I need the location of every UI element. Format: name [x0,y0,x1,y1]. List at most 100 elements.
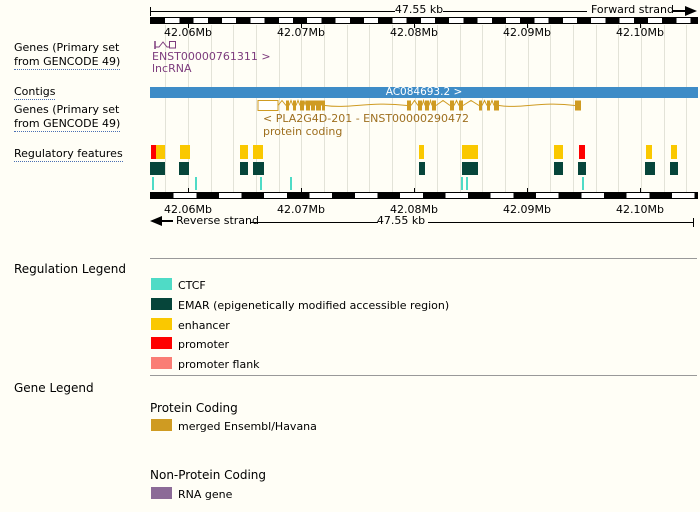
regulatory-feature-ctcf[interactable] [465,177,468,190]
track-label-genes-top[interactable]: Genes (Primary set from GENCODE 49) [14,41,146,70]
regulatory-feature-enhancer[interactable] [180,145,190,159]
gene-utr-box[interactable] [257,100,279,111]
regulatory-feature-ctcf[interactable] [151,177,154,190]
regulatory-feature-enhancer[interactable] [646,145,652,159]
regulatory-feature-promoter[interactable] [579,145,585,159]
ruler-tick [301,24,302,28]
gene-exon[interactable] [432,100,436,111]
gene-exon[interactable] [487,100,490,111]
legend-label: promoter [178,337,230,351]
legend-label: CTCF [178,278,206,292]
track-label-regulatory[interactable]: Regulatory features [14,147,146,162]
track-label-text: Contigs [14,85,56,100]
gene-legend-title: Gene Legend [14,381,94,395]
regulatory-feature-emar[interactable] [240,162,248,175]
gene-exon[interactable] [425,100,429,111]
gene-exon[interactable] [418,100,422,111]
gridline [437,25,439,192]
contig-bar[interactable]: AC084693.2 > [150,87,698,98]
gene-exon[interactable] [316,100,321,111]
regulatory-feature-ctcf[interactable] [194,177,197,190]
top-scale-label: 47.55 kb [394,3,444,16]
gene-exon[interactable] [311,100,315,111]
regulatory-feature-enhancer[interactable] [253,145,263,159]
reverse-strand-label: Reverse strand [176,214,259,227]
track-label-text: from GENCODE 49) [14,117,121,132]
regulatory-feature-ctcf[interactable] [461,177,463,190]
regulatory-feature-enhancer[interactable] [462,145,478,159]
legend-swatch-emar [151,298,172,310]
gene-exon[interactable] [479,100,482,111]
regulatory-feature-emar[interactable] [554,162,563,175]
ruler-tick [640,24,641,28]
gene-legend-heading-protein-coding: Protein Coding [150,401,238,415]
ruler-tick-label: 42.10Mb [616,203,664,216]
gridline [686,25,688,192]
gene-exon[interactable] [450,100,454,111]
gene-exon[interactable] [459,100,463,111]
legend-label: RNA gene [178,487,233,501]
regulatory-feature-emar[interactable] [253,162,264,175]
gene-exon[interactable] [322,100,325,111]
lncrna-biotype-label: lncRNA [152,62,192,75]
gridline [550,25,552,192]
regulatory-feature-ctcf[interactable] [259,177,262,190]
ruler-tick [414,188,415,192]
lncrna-transcript-glyph[interactable] [153,39,179,51]
gene-exon[interactable] [575,100,581,111]
legend-swatch-rna-gene [151,487,172,499]
track-label-text: Genes (Primary set [14,41,120,54]
legend-swatch-ctcf [151,278,172,290]
regulatory-feature-enhancer[interactable] [671,145,677,159]
gene-intron-lines [277,99,576,107]
ruler-tick [301,188,302,192]
regulatory-feature-emar[interactable] [462,162,478,175]
lncrna-transcript-id[interactable]: ENST00000761311 > [152,50,271,63]
regulatory-feature-emar[interactable] [179,162,189,175]
gridline [188,25,189,192]
bottom-scale-label: 47.55 kb [376,214,426,227]
bottom-ruler [150,192,698,199]
regulatory-feature-ctcf[interactable] [581,177,584,190]
gene-exon[interactable] [286,100,289,111]
legend-swatch-promoter [151,337,172,349]
gridline [414,25,416,192]
regulatory-feature-emar[interactable] [670,162,678,175]
gene-exon[interactable] [300,100,304,111]
gene-exon[interactable] [306,100,310,111]
regulatory-feature-ctcf[interactable] [290,177,292,190]
top-scale-line-left [150,11,395,12]
regulatory-feature-emar[interactable] [645,162,655,175]
regulatory-feature-emar[interactable] [578,162,586,175]
gridline [346,25,348,192]
gene-biotype-label: protein coding [263,125,343,138]
gene-exon[interactable] [407,100,411,111]
contig-name: AC084693.2 > [385,86,463,98]
gridline [210,25,212,192]
regulatory-feature-enhancer[interactable] [156,145,165,159]
gridline [278,25,280,192]
track-label-genes-bottom[interactable]: Genes (Primary set from GENCODE 49) [14,103,146,132]
regulatory-feature-emar[interactable] [419,162,425,175]
gridline [573,25,574,192]
gridline [165,25,167,192]
gene-exon[interactable] [494,100,499,111]
track-label-text: Genes (Primary set [14,103,120,116]
gene-transcript-label[interactable]: < PLA2G4D-201 - ENST00000290472 [263,112,470,125]
regulatory-feature-enhancer[interactable] [419,145,424,159]
gene-legend-heading-non-protein-coding: Non-Protein Coding [150,468,267,482]
regulatory-feature-enhancer[interactable] [240,145,248,159]
gene-model-PLA2G4D[interactable] [150,99,698,112]
gene-exon[interactable] [293,100,296,111]
track-label-contigs[interactable]: Contigs [14,85,146,100]
regulatory-feature-promoter[interactable] [151,145,156,159]
regulatory-feature-enhancer[interactable] [554,145,563,159]
regulatory-feature-emar[interactable] [150,162,165,175]
ruler-tick-label: 42.07Mb [277,26,325,39]
legend-label: merged Ensembl/Havana [178,419,317,433]
gridline [663,25,665,192]
bottom-scale-line-right [428,222,693,223]
legend-swatch-enhancer [151,318,172,330]
gridline [505,25,507,192]
separator [150,258,697,259]
